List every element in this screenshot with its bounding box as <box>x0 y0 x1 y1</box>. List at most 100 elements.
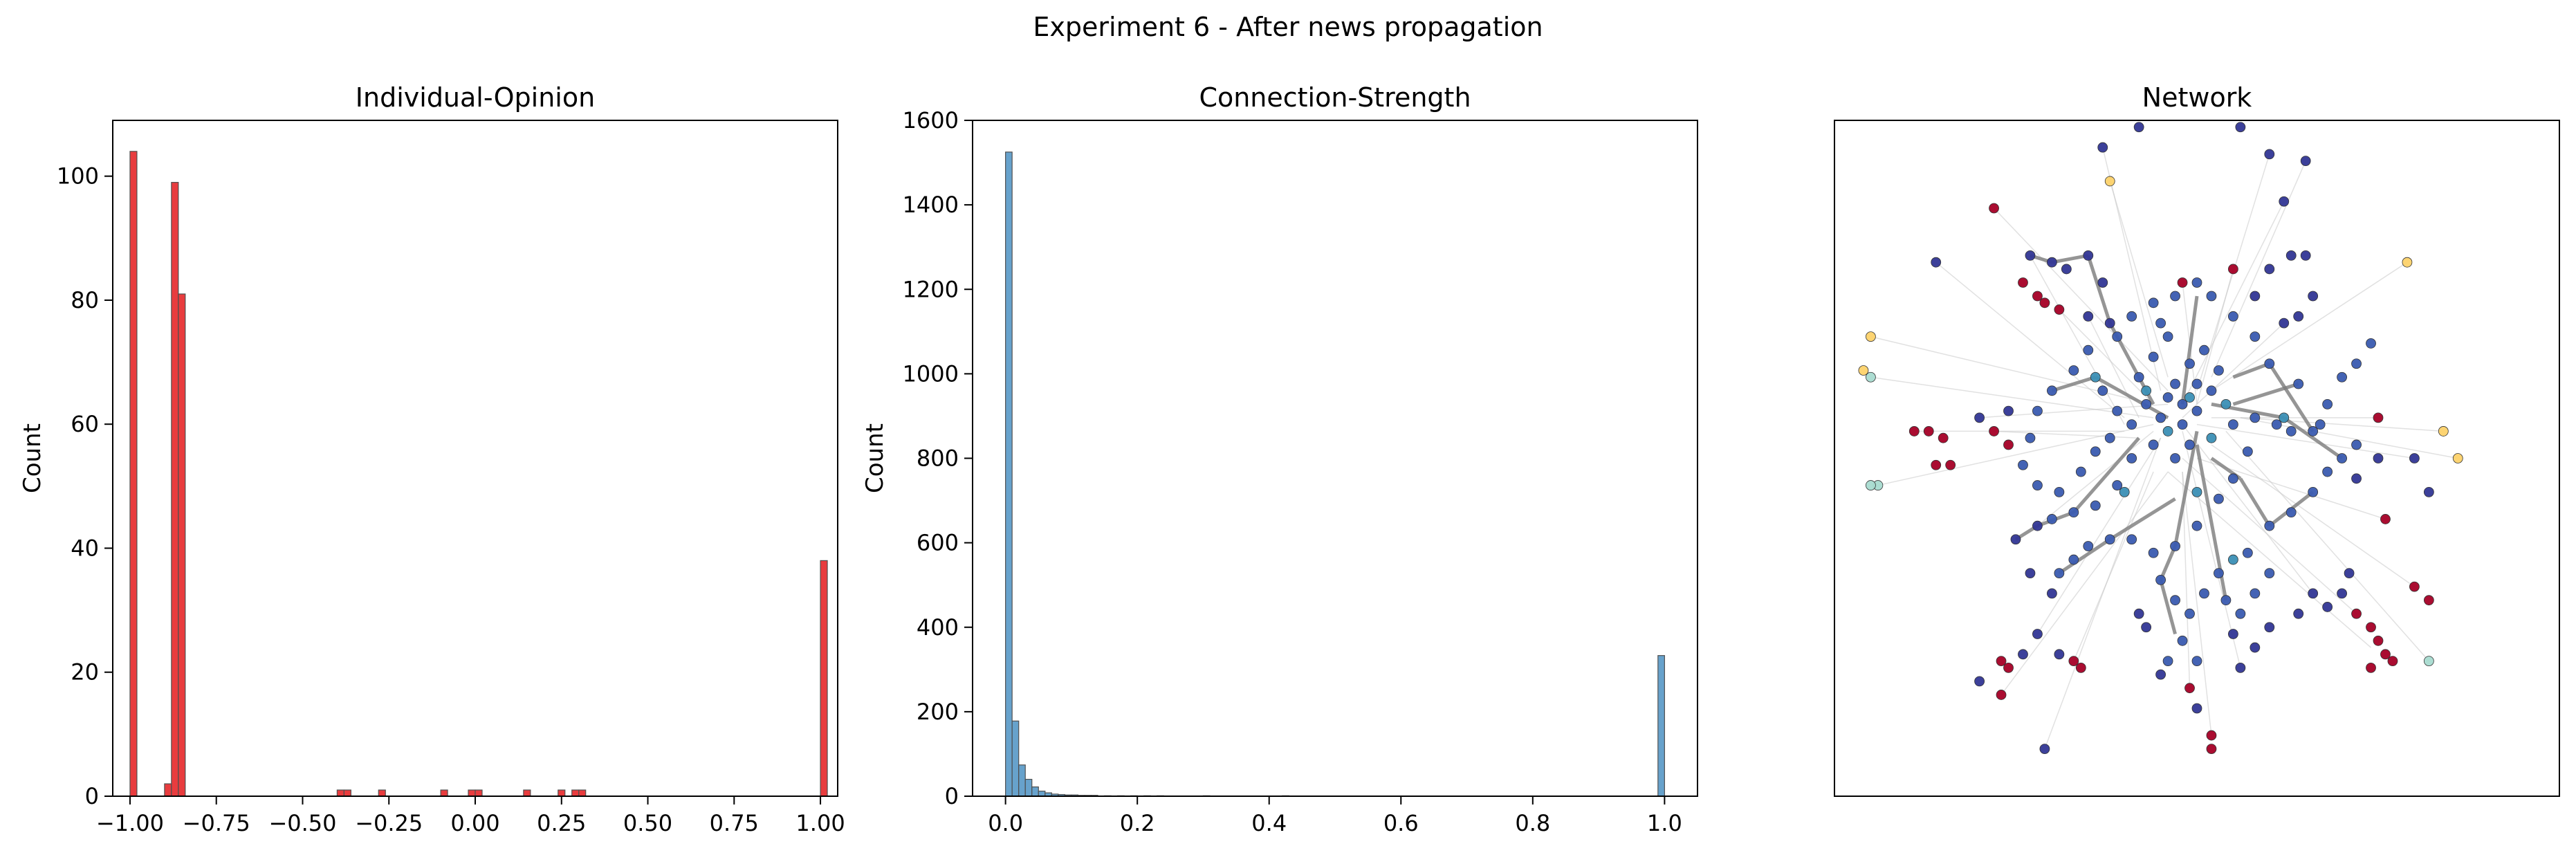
network-node-91 <box>2214 493 2224 504</box>
network-node-181 <box>1974 676 1985 687</box>
network-node-44 <box>1865 331 1876 342</box>
network-node-180 <box>2018 649 2028 660</box>
network-node-3 <box>2279 196 2290 207</box>
y-tick-label-4: 80 <box>71 287 99 313</box>
network-node-14 <box>2104 318 2115 329</box>
y-tick-label-3: 600 <box>917 530 959 556</box>
network-edge-19 <box>2073 471 2154 661</box>
network-node-128 <box>2191 277 2202 288</box>
histogram-bar-21 <box>1657 655 1665 797</box>
network-node-67 <box>2184 358 2195 369</box>
network-node-182 <box>2039 744 2050 755</box>
network-node-47 <box>2452 453 2463 463</box>
network-edge-4 <box>1994 208 2169 392</box>
x-tick-label-2: −0.50 <box>268 810 336 836</box>
y-tick-label-7: 1400 <box>903 192 959 218</box>
histogram-connection-strength: 0.0 0.2 0.4 0.6 0.8 1.0 0 200 400 600 800 1000 1200 1… <box>861 82 1698 836</box>
network-node-143 <box>2104 432 2115 443</box>
network-edge-26 <box>2240 417 2444 432</box>
network-node-126 <box>2227 311 2238 322</box>
network-node-27 <box>2366 622 2376 633</box>
network-edge-35 <box>2182 424 2314 594</box>
x-tick-label-5: 0.25 <box>537 810 586 836</box>
network-node-57 <box>2162 331 2173 342</box>
histogram-bar-11 <box>558 789 566 797</box>
histogram-bar-0 <box>1005 151 1013 797</box>
network-node-121 <box>2351 358 2362 369</box>
network-node-178 <box>2264 622 2275 633</box>
network-node-114 <box>2285 507 2297 518</box>
network-node-84 <box>2250 412 2261 423</box>
network-edge-9 <box>1935 261 2125 419</box>
network-node-160 <box>2337 588 2348 599</box>
network-node-104 <box>2214 568 2224 578</box>
network-node-48 <box>2402 257 2413 268</box>
network-strong-edge-15 <box>2072 436 2141 514</box>
axes-title: Network <box>2142 82 2252 113</box>
y-tick-label-0: 0 <box>85 783 99 809</box>
y-tick-label-2: 400 <box>917 614 959 641</box>
network-node-46 <box>2438 426 2449 436</box>
network-node-134 <box>2068 365 2079 376</box>
y-tick-label-8: 1600 <box>903 107 959 134</box>
y-tick-label-5: 1000 <box>903 360 959 387</box>
network-strong-edge-19 <box>2051 375 2097 393</box>
network-node-131 <box>2126 311 2137 322</box>
network-node-18 <box>1931 459 1942 470</box>
histogram-bar-7 <box>440 789 448 797</box>
histogram-bar-8 <box>468 789 476 797</box>
network-node-26 <box>2351 608 2362 619</box>
network-node-176 <box>2235 662 2246 673</box>
network-node-187 <box>2227 629 2238 639</box>
network-node-51 <box>2025 250 2036 261</box>
network-strong-edge-1 <box>2086 255 2112 324</box>
network-node-119 <box>2322 398 2333 410</box>
network-node-19 <box>1945 459 1956 470</box>
network-node-69 <box>2162 392 2173 403</box>
network-node-145 <box>2162 426 2173 436</box>
network-node-95 <box>2126 534 2137 545</box>
network-node-142 <box>2090 446 2101 457</box>
network-edge-20 <box>2182 471 2212 736</box>
y-tick-label-6: 1200 <box>903 276 959 302</box>
network-edge-37 <box>2036 430 2154 526</box>
network-node-29 <box>2380 649 2391 660</box>
network-node-34 <box>2068 656 2079 666</box>
x-tick-label-5: 1.0 <box>1647 810 1682 836</box>
network-node-23 <box>2409 581 2420 592</box>
network-node-53 <box>2061 264 2072 275</box>
network-node-150 <box>2191 486 2202 497</box>
network-strong-edge-18 <box>2095 376 2169 420</box>
histogram-bar-0 <box>129 151 138 797</box>
network-node-82 <box>2046 514 2057 524</box>
network-edge-29 <box>2109 181 2169 378</box>
network-edge-33 <box>2036 437 2162 634</box>
network-node-90 <box>2227 473 2238 484</box>
histogram-bar-9 <box>475 789 483 797</box>
x-tick-label-0: −1.00 <box>96 810 164 836</box>
network-edge-32 <box>2182 431 2241 668</box>
network-node-81 <box>2068 507 2079 518</box>
network-node-78 <box>2126 453 2137 463</box>
axes-title: Connection-Strength <box>1199 82 1471 113</box>
network-node-125 <box>2250 331 2261 342</box>
network-node-61 <box>2155 412 2166 423</box>
network-node-127 <box>2206 291 2217 302</box>
axes-frame <box>112 120 838 797</box>
x-tick-label-0: 0.0 <box>988 810 1023 836</box>
network-node-138 <box>2018 459 2028 470</box>
network-strong-edge-21 <box>2283 416 2344 460</box>
network-node-80 <box>2090 500 2101 511</box>
network-node-158 <box>2308 588 2319 599</box>
network-node-154 <box>2032 520 2043 531</box>
network-node-33 <box>2003 662 2014 673</box>
network-node-1 <box>2264 149 2275 160</box>
x-tick-label-3: −0.25 <box>355 810 423 836</box>
network-node-35 <box>2075 662 2086 673</box>
network-node-76 <box>2112 405 2123 416</box>
network-node-43 <box>2423 656 2434 666</box>
network-strong-edge-6 <box>2267 362 2315 432</box>
network-edge-25 <box>1870 335 2154 405</box>
network-node-106 <box>2235 608 2246 619</box>
